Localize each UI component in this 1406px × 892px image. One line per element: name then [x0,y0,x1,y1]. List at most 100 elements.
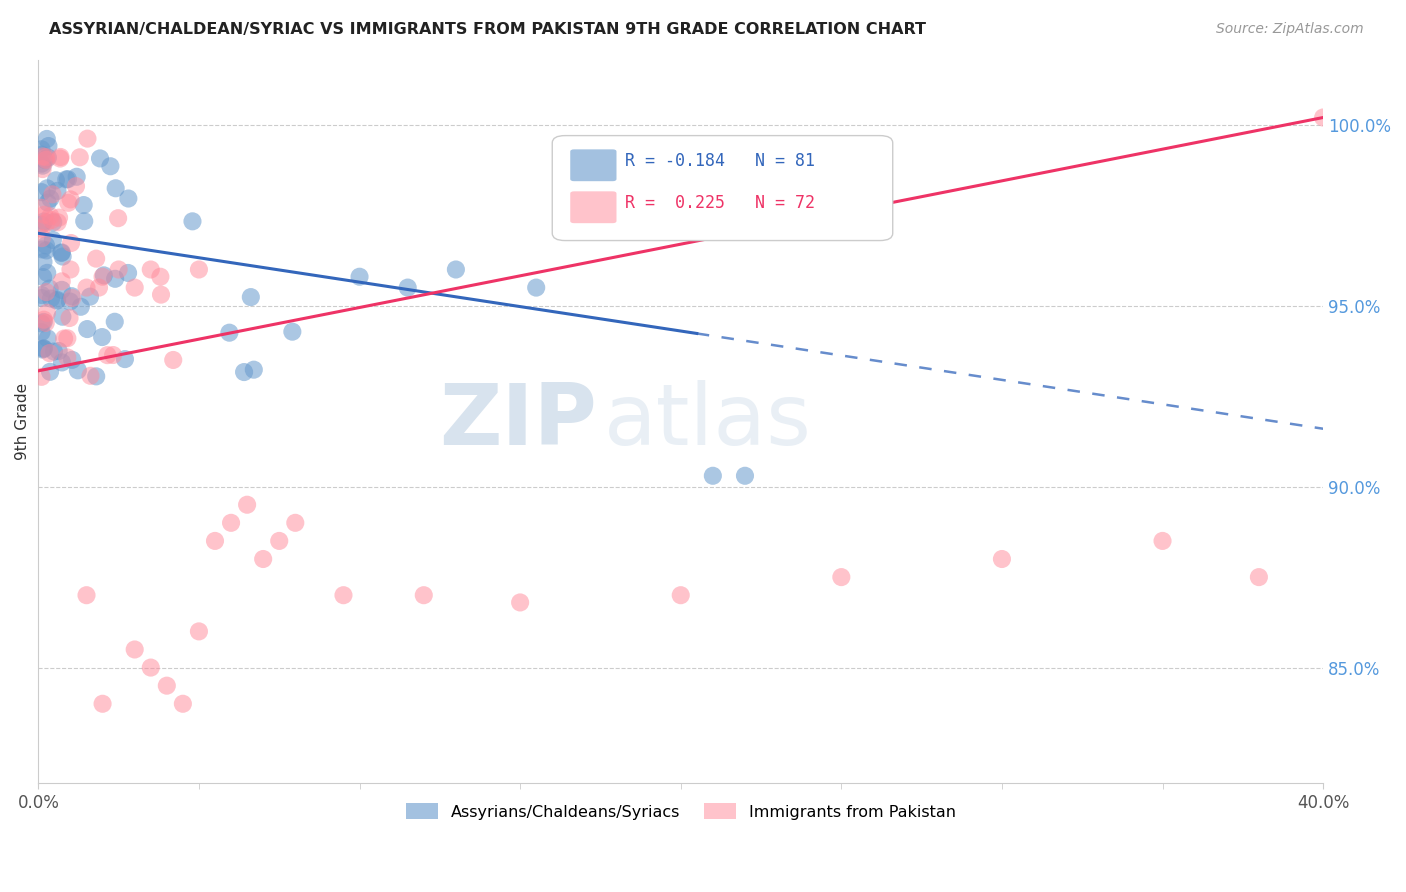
Point [42,215,65,229]
Point [31,343,53,357]
Point [100,159,122,173]
Point [1247,570,1270,584]
Point [31,317,53,331]
Point [69,150,91,164]
Point [117,192,139,206]
Point [42,233,65,247]
Point [396,280,419,294]
Point [48,211,70,225]
Point [91,269,114,284]
Point [66,169,89,184]
Point [1152,533,1174,548]
Point [56,331,79,345]
Point [236,498,259,512]
FancyBboxPatch shape [571,191,616,223]
Point [104,272,127,286]
Point [35,316,58,330]
Point [114,352,136,367]
Point [55,172,77,186]
Point [48,343,70,358]
Point [76,131,98,145]
Point [32,315,55,329]
Point [49,152,72,166]
Point [38,282,60,296]
Point [509,595,531,609]
Point [124,280,146,294]
Point [524,280,547,294]
Text: Source: ZipAtlas.com: Source: ZipAtlas.com [1216,22,1364,37]
Point [149,269,172,284]
Point [35,244,58,258]
Point [243,362,266,376]
Point [51,274,73,288]
Point [412,588,434,602]
Point [84,369,107,384]
Point [51,355,73,369]
Point [284,516,307,530]
Point [444,262,467,277]
Point [34,153,56,167]
Text: ZIP: ZIP [440,380,598,463]
Point [31,185,53,199]
Text: R = -0.184   N = 81: R = -0.184 N = 81 [626,152,815,170]
Point [219,516,242,530]
Point [76,588,98,602]
Point [39,292,62,306]
Point [37,151,59,165]
Point [56,172,79,186]
Point [117,266,139,280]
Point [79,290,101,304]
Point [41,213,63,227]
Point [42,344,65,359]
Point [37,266,59,280]
Point [35,306,58,320]
Point [58,195,80,210]
Point [281,325,304,339]
Point [139,262,162,277]
Point [45,173,67,187]
Point [35,153,58,167]
Point [65,179,87,194]
Point [269,533,291,548]
Point [60,235,83,250]
Point [107,262,129,277]
Point [73,198,96,212]
Point [991,552,1014,566]
Point [66,363,89,377]
Point [91,697,114,711]
FancyBboxPatch shape [571,149,616,181]
Point [187,624,209,639]
Point [734,468,756,483]
Point [84,252,107,266]
Point [53,331,76,345]
Point [39,209,62,223]
Point [669,588,692,602]
Point [31,243,53,257]
Point [204,533,226,548]
Point [93,268,115,283]
Point [101,348,124,362]
Point [46,184,69,198]
Point [349,269,371,284]
Point [73,214,96,228]
Point [31,288,53,302]
Point [45,293,67,308]
Point [41,187,63,202]
Point [104,315,127,329]
Text: ASSYRIAN/CHALDEAN/SYRIAC VS IMMIGRANTS FROM PAKISTAN 9TH GRADE CORRELATION CHART: ASSYRIAN/CHALDEAN/SYRIAC VS IMMIGRANTS F… [49,22,927,37]
Point [32,342,55,356]
Point [31,149,53,163]
Point [31,142,53,156]
Point [38,346,60,360]
Point [34,208,56,222]
Point [91,330,114,344]
Point [150,287,173,301]
Point [32,214,55,228]
Point [60,289,83,303]
Point [702,468,724,483]
Point [172,697,194,711]
Point [59,193,82,207]
Point [156,679,179,693]
Point [31,156,53,170]
Point [35,216,58,230]
